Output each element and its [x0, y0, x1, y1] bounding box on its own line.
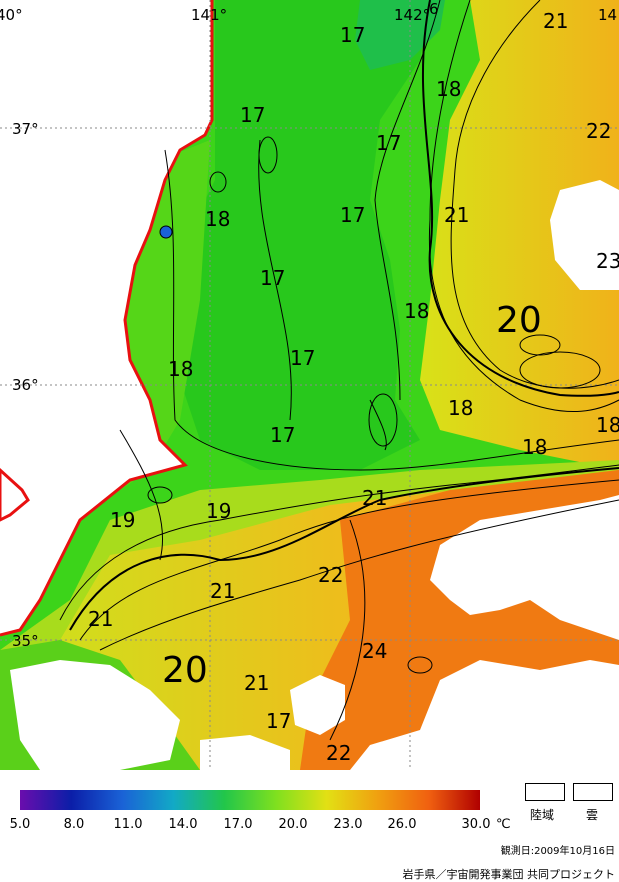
isotherm-labels: 17 17 17 17 17 17 17 18 18 18 18 18 18 1…	[88, 9, 619, 765]
cloud-key-box	[573, 783, 613, 801]
cloud-south-1	[10, 660, 180, 770]
isotherm-label: 21	[88, 607, 113, 631]
isotherm-label: 18	[168, 357, 193, 381]
isotherm-label: 18	[436, 77, 461, 101]
cloud-south-3	[350, 660, 619, 770]
longitude-numeral: 6	[429, 0, 439, 18]
colorbar-tick: 8.0	[63, 817, 85, 832]
credit-line: 岩手県／宇宙開発事業団 共同プロジェクト	[402, 868, 616, 881]
coordinate-labels: 40° 141° 142° 6 14 37° 36° 35°	[0, 0, 617, 650]
cloud-south-4	[200, 735, 290, 770]
colorbar-tick: 30.0	[461, 817, 491, 832]
isotherm-label: 17	[240, 103, 265, 127]
temperature-colorbar	[20, 790, 480, 810]
colorbar-tick: 5.0	[9, 817, 31, 832]
isotherm-label: 17	[260, 266, 285, 290]
cloud-south-east	[430, 495, 619, 640]
isotherm-label: 24	[362, 639, 387, 663]
longitude-label: 141°	[191, 6, 227, 24]
colorbar-tick: 14.0	[168, 817, 198, 832]
graticule	[0, 0, 619, 770]
observation-date: 観測日:2009年10月16日	[500, 846, 615, 857]
isotherm-label: 17	[340, 203, 365, 227]
isotherm-label: 21	[210, 579, 235, 603]
isotherm-label: 21	[244, 671, 269, 695]
isotherm-label: 17	[290, 346, 315, 370]
colorbar-tick: 26.0	[387, 817, 417, 832]
longitude-label: 14	[598, 6, 617, 24]
isotherms	[59, 0, 619, 741]
isotherm-label: 19	[110, 508, 135, 532]
cloud-key-label: 雲	[586, 808, 599, 822]
land-key-box	[525, 783, 565, 801]
longitude-label: 40°	[0, 6, 23, 24]
isotherm-label: 18	[448, 396, 473, 420]
isotherm-label: 21	[543, 9, 568, 33]
isotherm-label: 18	[404, 299, 429, 323]
cloud-south-2	[290, 675, 345, 735]
latitude-label: 37°	[12, 120, 39, 138]
longitude-label: 142°	[394, 6, 430, 24]
isotherm-label: 23	[596, 249, 619, 273]
isotherm-label: 17	[340, 23, 365, 47]
legend: 5.0 8.0 11.0 14.0 17.0 20.0 23.0 26.0 30…	[0, 770, 619, 881]
land-boso	[0, 467, 30, 522]
sea-surface-temperature-map: 17 17 17 17 17 17 17 18 18 18 18 18 18 1…	[0, 0, 619, 770]
isotherm-label: 21	[444, 203, 469, 227]
isotherm-label: 18	[522, 435, 547, 459]
isotherm-label: 18	[596, 413, 619, 437]
isotherm-label: 21	[362, 486, 387, 510]
isotherm-label: 18	[205, 207, 230, 231]
latitude-label: 35°	[12, 632, 39, 650]
colorbar-tick: 23.0	[333, 817, 363, 832]
colorbar-tick: 20.0	[278, 817, 308, 832]
land-honshu	[0, 0, 212, 635]
isotherm-label: 17	[270, 423, 295, 447]
isotherm-label: 20	[162, 650, 208, 691]
land-key-label: 陸域	[530, 808, 555, 822]
eddies	[147, 136, 601, 674]
coldest-water-patch	[355, 0, 445, 70]
colorbar-tick: 11.0	[113, 817, 143, 832]
isotherm-label: 22	[318, 563, 343, 587]
latitude-label: 36°	[12, 376, 39, 394]
isotherm-label: 22	[326, 741, 351, 765]
isotherms-bold	[69, 0, 619, 631]
cloud-east	[550, 180, 619, 290]
colorbar-tick: 17.0	[223, 817, 253, 832]
isotherm-label: 19	[206, 499, 231, 523]
isotherm-label: 17	[376, 131, 401, 155]
unit-label: ℃	[496, 817, 511, 832]
isotherm-label: 22	[586, 119, 611, 143]
isotherm-label: 17	[266, 709, 291, 733]
cool-water-region	[175, 0, 430, 470]
isotherm-label: 20	[496, 300, 542, 341]
coastline	[0, 0, 214, 637]
